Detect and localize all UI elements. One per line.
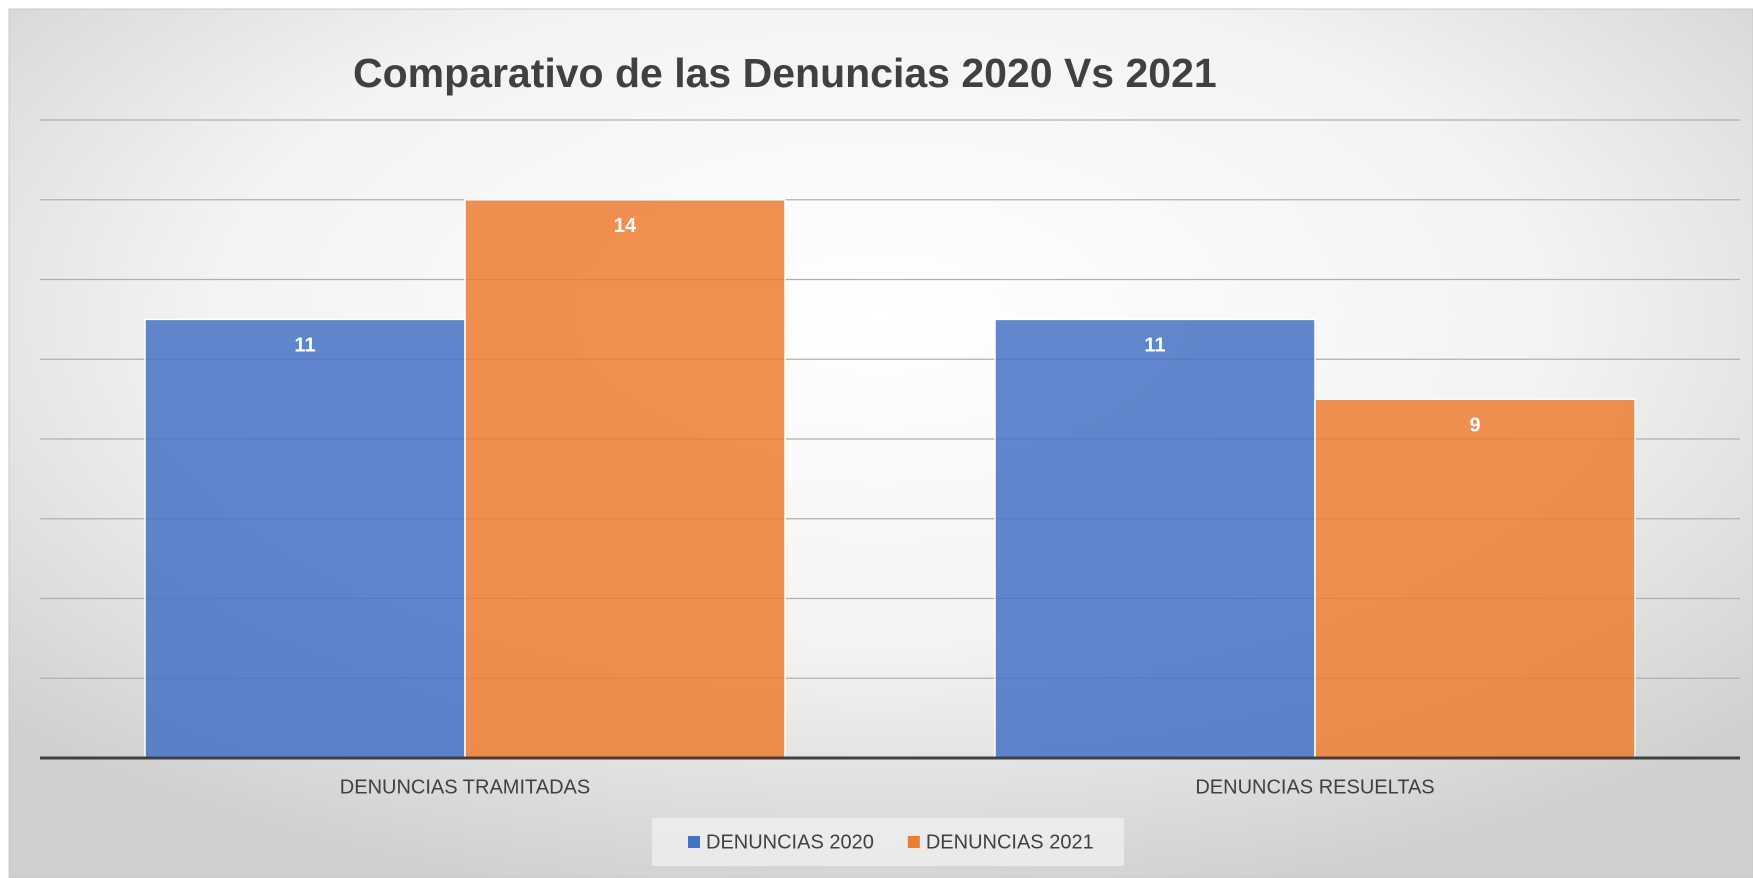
bar bbox=[464, 199, 786, 759]
data-label: 9 bbox=[1469, 414, 1480, 436]
bar bbox=[144, 318, 466, 759]
legend-swatch bbox=[907, 836, 920, 848]
legend-box bbox=[652, 818, 1124, 866]
chart-title: Comparativo de las Denuncias 2020 Vs 202… bbox=[353, 50, 1217, 96]
x-tick-label: DENUNCIAS TRAMITADAS bbox=[340, 776, 590, 798]
bar bbox=[994, 318, 1316, 759]
x-tick-label: DENUNCIAS RESUELTAS bbox=[1195, 776, 1434, 798]
data-label: 14 bbox=[614, 215, 637, 237]
data-label: 11 bbox=[294, 335, 315, 357]
legend-label: DENUNCIAS 2020 bbox=[706, 831, 874, 853]
legend-label: DENUNCIAS 2021 bbox=[926, 831, 1094, 853]
data-label: 11 bbox=[1144, 335, 1165, 357]
bar bbox=[1314, 398, 1636, 759]
legend-swatch bbox=[688, 836, 700, 848]
